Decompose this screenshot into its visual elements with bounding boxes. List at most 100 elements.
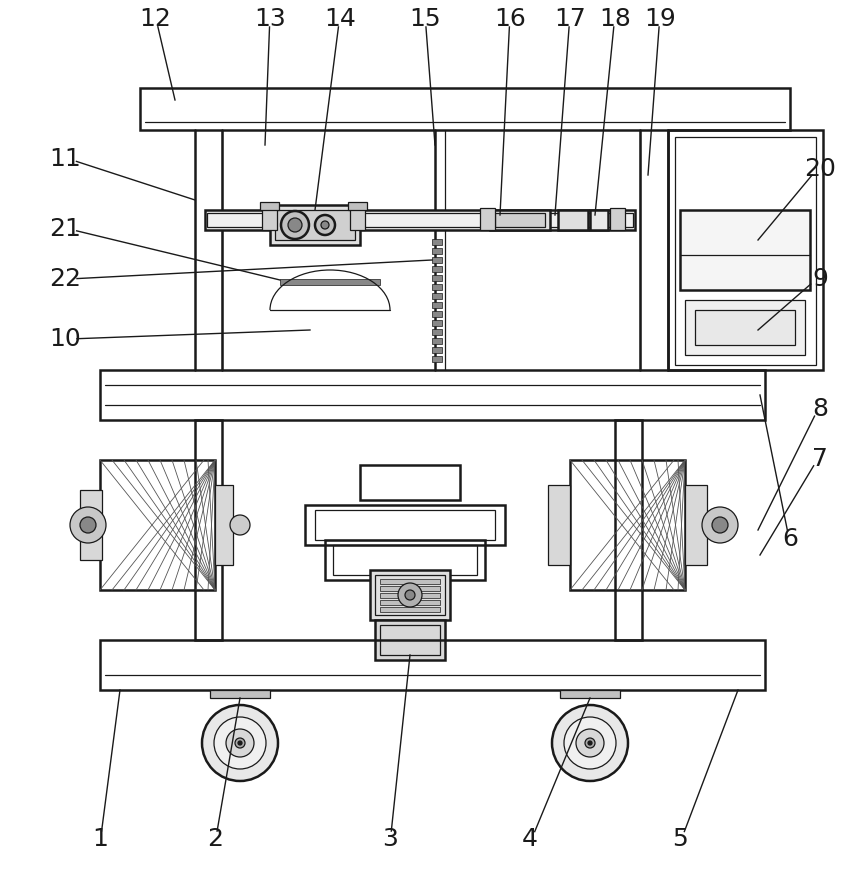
Bar [480, 208, 495, 230]
Bar [615, 420, 642, 640]
Bar [380, 579, 440, 584]
Bar [432, 320, 442, 326]
Circle shape [226, 729, 254, 757]
Bar [270, 205, 360, 245]
Circle shape [281, 211, 309, 239]
Text: 8: 8 [812, 397, 828, 421]
Bar [140, 88, 790, 130]
Circle shape [214, 717, 266, 769]
Bar [432, 311, 442, 317]
Bar [432, 293, 442, 299]
Bar [668, 130, 823, 370]
Bar [432, 248, 442, 254]
Text: 12: 12 [139, 7, 171, 31]
Bar [195, 420, 222, 640]
Bar [570, 460, 685, 590]
Bar [348, 202, 367, 210]
Circle shape [405, 590, 415, 600]
Bar [432, 356, 442, 362]
Circle shape [588, 741, 592, 745]
Bar [100, 460, 215, 590]
Bar [432, 338, 442, 344]
Text: 7: 7 [812, 447, 828, 471]
Bar [210, 690, 270, 698]
Bar [360, 465, 460, 500]
Circle shape [315, 215, 335, 235]
Bar [215, 485, 233, 565]
Bar [262, 208, 277, 230]
Circle shape [230, 515, 250, 535]
Text: 15: 15 [409, 7, 441, 31]
Bar [495, 213, 545, 227]
Bar [375, 575, 445, 615]
Text: 11: 11 [49, 147, 80, 171]
Bar [280, 279, 380, 285]
Bar [275, 210, 355, 240]
Bar [380, 593, 440, 598]
Bar [680, 210, 810, 290]
Bar [432, 257, 442, 263]
Bar [325, 540, 485, 580]
Bar [205, 210, 635, 230]
Bar [380, 600, 440, 605]
Circle shape [238, 741, 242, 745]
Text: 19: 19 [644, 7, 676, 31]
Circle shape [202, 705, 278, 781]
Text: 9: 9 [812, 267, 828, 291]
Text: 18: 18 [599, 7, 631, 31]
Text: 4: 4 [522, 827, 538, 851]
Text: 21: 21 [49, 217, 81, 241]
Bar [675, 137, 816, 365]
Text: 13: 13 [254, 7, 285, 31]
Bar [333, 545, 477, 575]
Text: 10: 10 [49, 327, 80, 351]
Bar [432, 302, 442, 308]
Bar [610, 208, 625, 230]
Bar [432, 284, 442, 290]
Bar [685, 300, 805, 355]
Circle shape [288, 218, 302, 232]
Bar [80, 490, 102, 560]
Circle shape [712, 517, 728, 533]
Circle shape [702, 507, 738, 543]
Bar [370, 570, 450, 620]
Bar [305, 505, 505, 545]
Circle shape [80, 517, 96, 533]
Text: 3: 3 [382, 827, 398, 851]
Bar [432, 275, 442, 281]
Bar [432, 239, 442, 245]
Circle shape [585, 738, 595, 748]
Bar [548, 485, 570, 565]
Bar [350, 208, 365, 230]
Text: 20: 20 [804, 157, 836, 181]
Text: 5: 5 [672, 827, 688, 851]
Bar [590, 210, 608, 230]
Circle shape [552, 705, 628, 781]
Bar [432, 329, 442, 335]
Bar [100, 370, 765, 420]
Bar [685, 485, 707, 565]
Circle shape [235, 738, 245, 748]
Text: 1: 1 [92, 827, 108, 851]
Circle shape [398, 583, 422, 607]
Text: 22: 22 [49, 267, 81, 291]
Bar [380, 586, 440, 591]
Bar [560, 690, 620, 698]
Bar [432, 347, 442, 353]
Bar [315, 510, 495, 540]
Text: 16: 16 [494, 7, 526, 31]
Text: 14: 14 [324, 7, 356, 31]
Bar [432, 266, 442, 272]
Bar [380, 607, 440, 612]
Bar [490, 210, 550, 230]
Bar [558, 210, 588, 230]
Circle shape [321, 221, 329, 229]
Bar [100, 640, 765, 690]
Circle shape [70, 507, 106, 543]
Text: 2: 2 [207, 827, 223, 851]
Text: 6: 6 [782, 527, 798, 551]
Bar [695, 310, 795, 345]
Bar [207, 213, 633, 227]
Text: 17: 17 [554, 7, 586, 31]
Bar [260, 202, 279, 210]
